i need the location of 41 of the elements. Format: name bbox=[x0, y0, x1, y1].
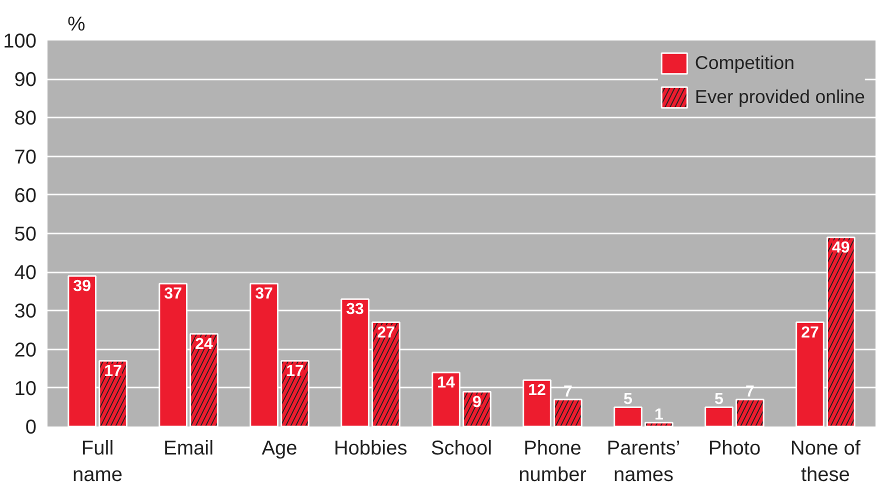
data-label: 33 bbox=[346, 301, 364, 318]
bar bbox=[704, 406, 734, 426]
x-tick-label: Parents’ names bbox=[606, 438, 680, 486]
y-tick-label: 60 bbox=[14, 184, 37, 207]
x-tick-label: Phone number bbox=[518, 438, 587, 486]
data-label: 17 bbox=[104, 362, 122, 380]
x-tick-label: Age bbox=[262, 438, 298, 460]
data-label: 5 bbox=[714, 391, 724, 408]
y-tick-label: 40 bbox=[14, 262, 37, 284]
data-label: 17 bbox=[286, 362, 304, 380]
data-label: 37 bbox=[255, 286, 274, 303]
data-label: 14 bbox=[437, 374, 456, 392]
data-label: 37 bbox=[164, 286, 182, 303]
x-tick-label: School bbox=[430, 438, 492, 460]
data-label: 9 bbox=[472, 394, 482, 411]
y-tick-label: 0 bbox=[25, 416, 36, 438]
data-label: 1 bbox=[654, 406, 664, 424]
y-tick-label: 30 bbox=[14, 300, 37, 323]
y-tick-label: 80 bbox=[14, 108, 37, 130]
data-label: 39 bbox=[73, 278, 92, 295]
legend-label: Competition bbox=[694, 52, 794, 74]
data-label: 27 bbox=[377, 324, 395, 342]
x-tick-label: Photo bbox=[708, 438, 761, 460]
y-tick-label: 20 bbox=[14, 339, 37, 362]
y-tick-label: 50 bbox=[14, 224, 37, 246]
data-label: 27 bbox=[801, 324, 819, 342]
y-tick-label: 70 bbox=[14, 146, 37, 168]
legend-label: Ever provided online bbox=[694, 86, 865, 108]
bar bbox=[614, 406, 642, 426]
data-label: 12 bbox=[528, 382, 546, 400]
y-axis-title: % bbox=[68, 14, 86, 36]
data-label: 49 bbox=[832, 239, 850, 256]
x-tick-label: Full name bbox=[72, 438, 123, 486]
y-tick-label: 100 bbox=[3, 30, 37, 52]
y-tick-label: 10 bbox=[14, 378, 37, 400]
x-tick-label: None of these bbox=[790, 438, 861, 486]
data-label: 5 bbox=[624, 391, 633, 408]
x-tick-label: Email bbox=[164, 438, 214, 460]
x-tick-label: Hobbies bbox=[334, 438, 408, 460]
data-label: 24 bbox=[195, 336, 213, 353]
y-tick-label: 90 bbox=[14, 69, 37, 92]
